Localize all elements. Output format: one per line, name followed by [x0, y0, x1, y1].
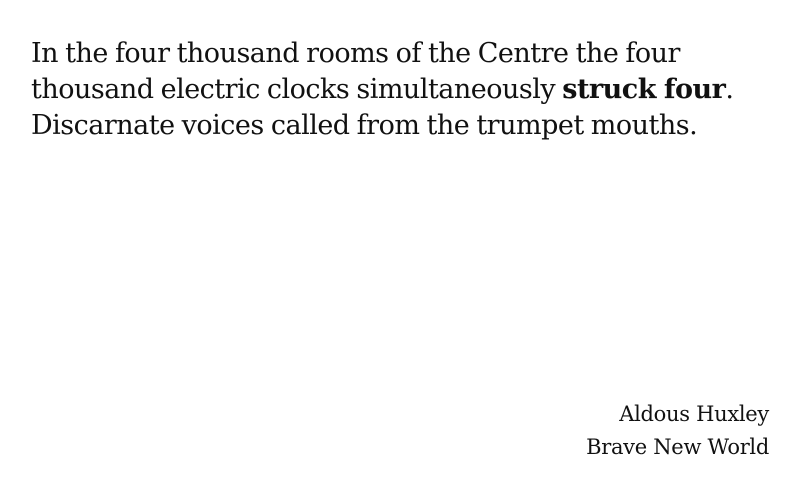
- quote-emphasis: struck four: [562, 74, 726, 105]
- quote-text: In the four thousand rooms of the Centre…: [31, 36, 771, 144]
- quote-line-3: Discarnate voices called from the trumpe…: [31, 110, 698, 141]
- attribution: Aldous Huxley Brave New World: [586, 398, 769, 464]
- quote-line-2-end: .: [725, 74, 734, 105]
- quote-line-1: In the four thousand rooms of the Centre…: [31, 38, 680, 69]
- quote-line-2-start: thousand electric clocks simultaneously: [31, 74, 563, 105]
- author-name: Aldous Huxley: [619, 402, 769, 426]
- book-title: Brave New World: [586, 435, 769, 459]
